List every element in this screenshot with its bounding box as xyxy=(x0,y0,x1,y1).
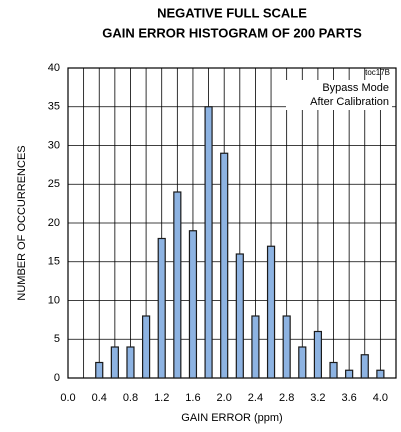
x-tick-label: 0.0 xyxy=(60,392,75,404)
x-tick-label: 0.8 xyxy=(123,392,138,404)
bar xyxy=(313,330,323,379)
bar xyxy=(345,369,354,379)
x-tick-label: 0.4 xyxy=(92,392,107,404)
x-tick-label: 3.2 xyxy=(310,392,325,404)
y-tick-label: 40 xyxy=(48,62,60,74)
x-axis-label: GAIN ERROR (ppm) xyxy=(181,412,282,424)
x-tick-label: 2.0 xyxy=(217,392,232,404)
bar xyxy=(376,369,385,379)
bar xyxy=(141,315,151,379)
x-tick-label: 1.2 xyxy=(154,392,169,404)
bar xyxy=(157,237,166,379)
x-tick-label: 2.8 xyxy=(279,392,294,404)
y-tick-label: 15 xyxy=(48,256,60,268)
bar xyxy=(220,152,229,379)
x-tick-label: 1.6 xyxy=(185,392,200,404)
annotation: Bypass Mode xyxy=(322,82,389,94)
y-tick-label: 0 xyxy=(54,372,60,384)
bar xyxy=(126,346,135,379)
bar xyxy=(266,245,276,379)
bar xyxy=(204,106,213,379)
y-tick-label: 30 xyxy=(48,139,60,151)
annotation: toc17B xyxy=(365,68,390,77)
bar xyxy=(95,361,104,379)
chart-title: GAIN ERROR HISTOGRAM OF 200 PARTS xyxy=(102,25,362,40)
bar xyxy=(188,230,198,379)
y-tick-label: 5 xyxy=(54,333,60,345)
y-tick-label: 35 xyxy=(48,101,60,113)
y-tick-label: 25 xyxy=(48,178,60,190)
y-tick-label: 20 xyxy=(48,217,60,229)
bar xyxy=(110,346,119,379)
x-tick-label: 2.4 xyxy=(248,392,263,404)
bar xyxy=(173,191,182,379)
bar xyxy=(282,315,291,379)
y-axis-label: NUMBER OF OCCURRENCES xyxy=(16,145,28,300)
bar xyxy=(251,315,260,379)
bar xyxy=(298,346,307,379)
bar xyxy=(360,354,369,379)
annotation-background xyxy=(286,80,392,110)
x-tick-label: 3.6 xyxy=(341,392,356,404)
chart-title: NEGATIVE FULL SCALE xyxy=(157,5,307,20)
y-tick-label: 10 xyxy=(48,294,60,306)
annotation: After Calibration xyxy=(310,96,389,108)
bar xyxy=(235,253,244,379)
overlay: toc17B Bypass Mode After Calibration xyxy=(286,68,392,110)
bar xyxy=(329,361,338,379)
x-tick-label: 4.0 xyxy=(373,392,388,404)
plot-area: 0 5 10 15 20 25 30 35 40 0.0 0.4 0.8 1.2 1.6 2.0 2.4 2.8… xyxy=(48,62,397,404)
plot-frame xyxy=(67,67,397,379)
